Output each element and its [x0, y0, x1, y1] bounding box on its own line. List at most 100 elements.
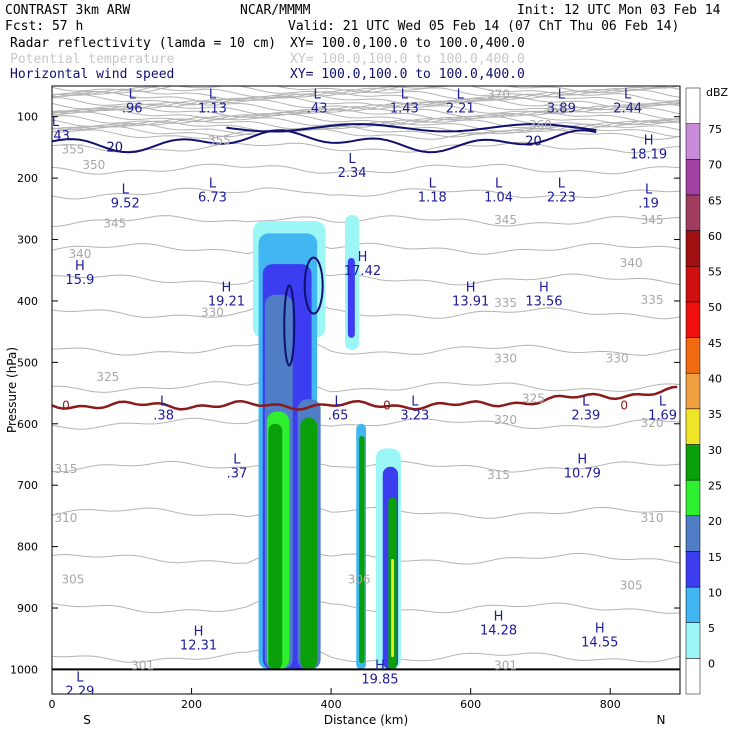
- model-title: CONTRAST 3km ARW: [5, 3, 130, 18]
- theta-label: 315: [55, 462, 78, 476]
- colorbar-tick-label: 5: [708, 622, 715, 635]
- theta-contour: [52, 338, 680, 356]
- y-tick-label: 300: [17, 234, 38, 247]
- colorbar-swatch: [685, 551, 701, 588]
- theta-label: 345: [641, 213, 664, 227]
- extremum-value: 1.18: [418, 190, 447, 205]
- theta-label: 306: [348, 572, 371, 586]
- reflectivity-cell: [347, 257, 355, 338]
- theta-contour: [52, 215, 680, 227]
- theta-contour: [52, 417, 680, 430]
- y-tick-label: 500: [17, 356, 38, 369]
- colorbar-top-cap: [685, 87, 701, 124]
- theta-contour: [52, 86, 680, 98]
- y-tick-label: 400: [17, 295, 38, 308]
- theta-contour: [52, 141, 680, 154]
- extremum-value: 12.31: [180, 639, 217, 654]
- extremum-value: 10.79: [564, 467, 601, 482]
- theta-contour: [52, 240, 680, 255]
- reflectivity-cell: [300, 417, 318, 670]
- extremum-marker: H: [222, 281, 232, 296]
- theta-label: 370: [487, 87, 510, 101]
- theta-label: 360: [529, 118, 552, 132]
- theta-label: 310: [55, 511, 78, 525]
- field-theta-name: Potential temperature: [10, 52, 175, 67]
- colorbar-swatch: [685, 622, 701, 659]
- colorbar-tick-label: 20: [708, 515, 722, 528]
- x-end-label-south: S: [83, 713, 91, 727]
- theta-label: 320: [494, 413, 517, 427]
- colorbar-swatch: [685, 123, 701, 160]
- extremum-value: 18.19: [630, 147, 667, 162]
- x-tick-label: 800: [600, 698, 621, 711]
- x-tick-label: 200: [181, 698, 202, 711]
- theta-label: 301: [494, 658, 517, 672]
- wind-speed-contour: [303, 256, 324, 315]
- extremum-value: 9.52: [111, 196, 140, 211]
- extremum-marker: H: [644, 133, 654, 148]
- wind-speed-contour: [52, 129, 597, 154]
- extremum-value: 2.39: [571, 408, 600, 423]
- colorbar: 0 5 10 15 20 25 30 35 40 45 50 55 60 65 70 75 dBZ: [685, 86, 729, 695]
- extremum-marker: L: [209, 176, 217, 191]
- extremum-marker: H: [375, 658, 385, 673]
- theta-contour: [52, 105, 680, 118]
- colorbar-tick-label: 25: [708, 479, 722, 492]
- x-tick-label: 400: [321, 698, 342, 711]
- extremum-value: 2.21: [446, 101, 475, 116]
- extremum-marker: L: [122, 182, 130, 197]
- theta-contour: [52, 91, 680, 104]
- wind-contour-label: 20: [525, 134, 542, 149]
- extremum-value: 2.34: [338, 166, 367, 181]
- extremum-value: .19: [638, 196, 659, 211]
- theta-label: 335: [641, 293, 664, 307]
- wind-speed-contour: [283, 284, 296, 367]
- field-reflectivity-name: Radar reflectivity (lamda = 10 cm): [10, 36, 276, 51]
- extremum-value: .43: [307, 101, 328, 116]
- field-theta-xy: XY= 100.0,100.0 to 100.0,400.0: [290, 52, 525, 67]
- colorbar-tick-label: 40: [708, 373, 722, 386]
- colorbar-swatch: [685, 194, 701, 231]
- x-axis-label: Distance (km): [324, 713, 408, 727]
- theta-label: 325: [522, 391, 545, 405]
- colorbar-tick-label: 55: [708, 266, 722, 279]
- extremum-marker: L: [645, 182, 653, 197]
- theta-label: 330: [494, 351, 517, 365]
- theta-label: 345: [494, 213, 517, 227]
- extremum-value: .37: [227, 467, 248, 482]
- freezing-level-label: 0: [620, 398, 628, 412]
- init-time: Init: 12 UTC Mon 03 Feb 14: [517, 3, 721, 18]
- extremum-value: 3.23: [400, 408, 429, 423]
- extremum-value: 4.43: [41, 129, 70, 144]
- y-tick-label: 200: [17, 172, 38, 185]
- colorbar-unit: dBZ: [706, 86, 729, 99]
- extremum-marker: L: [348, 152, 356, 167]
- x-tick-label: 0: [49, 698, 56, 711]
- extremum-value: 1.43: [390, 101, 419, 116]
- colorbar-swatch: [685, 408, 701, 445]
- reflectivity-cell: [268, 423, 283, 670]
- extremum-marker: L: [495, 176, 503, 191]
- extremum-value: .96: [122, 101, 143, 116]
- extremum-value: 13.56: [525, 295, 562, 310]
- colorbar-swatch: [685, 265, 701, 303]
- theta-label: 320: [641, 416, 664, 430]
- extremum-marker: L: [209, 87, 217, 102]
- theta-label: 325: [96, 370, 119, 384]
- extremum-value: 17.42: [344, 264, 381, 279]
- extremum-value: 1.13: [198, 101, 227, 116]
- colorbar-tick-label: 30: [708, 444, 722, 457]
- forecast-hour: Fcst: 57 h: [5, 19, 83, 34]
- theta-contour: [52, 269, 680, 286]
- extremum-marker: L: [457, 87, 465, 102]
- extremum-marker: L: [314, 87, 322, 102]
- extremum-value: 2.29: [65, 685, 94, 700]
- theta-contour: [52, 376, 680, 393]
- extremum-value: 6.73: [198, 190, 227, 205]
- theta-contour: [52, 108, 680, 121]
- theta-label: 305: [620, 579, 643, 593]
- colorbar-tick-label: 50: [708, 301, 722, 314]
- colorbar-swatch: [685, 444, 701, 481]
- extremum-value: 1.04: [484, 190, 513, 205]
